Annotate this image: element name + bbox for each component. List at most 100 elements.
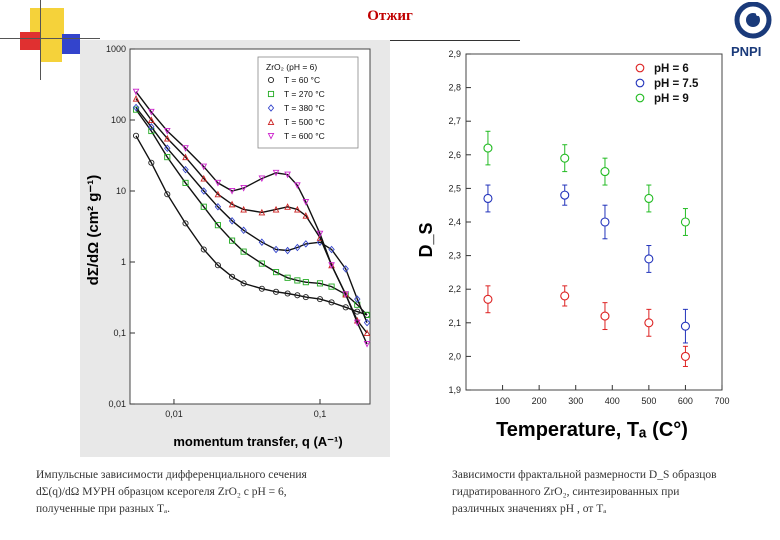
ds-y-tick-label: 2,7 (448, 116, 461, 126)
ds-x-tick-label: 500 (641, 396, 656, 406)
sans-legend-marker (267, 104, 275, 112)
sans-legend-marker (267, 132, 275, 140)
sans-series-1 (132, 106, 371, 318)
sans-data-point (148, 159, 155, 166)
ds-y-tick-label: 2,0 (448, 351, 461, 361)
sans-data-point (200, 174, 208, 182)
sans-y-axis-label: dΣ/dΩ (cm² g⁻¹) (85, 175, 102, 286)
ds-data-point (483, 294, 493, 304)
sans-data-point (302, 212, 310, 219)
sans-data-point (272, 205, 280, 213)
ds-legend-label: pH = 6 (654, 63, 689, 75)
sans-data-point (228, 200, 236, 208)
sans-data-point (302, 198, 310, 206)
ds-series-2 (483, 130, 690, 236)
sans-y-tick-label: 10 (116, 186, 126, 196)
sans-x-axis-label: momentum transfer, q (A⁻¹) (173, 434, 342, 449)
ds-series-0 (483, 285, 690, 367)
sans-data-point (182, 145, 189, 152)
sans-data-point (363, 329, 371, 337)
sans-legend-label: T = 600 °C (284, 131, 325, 141)
sans-data-point (229, 237, 236, 244)
caption-left-line-2: dΣ(q)/dΩ МУРН образцом ксерогеля ZrO₂ с … (36, 486, 287, 498)
ds-y-tick-label: 2,6 (448, 150, 461, 160)
sans-data-point (258, 238, 266, 247)
sans-legend-label: T = 60 °C (284, 75, 320, 85)
ds-data-point (644, 193, 654, 204)
sans-data-point (148, 108, 155, 116)
sans-data-point (342, 291, 350, 298)
sans-data-point (182, 165, 189, 174)
sans-data-point (200, 163, 208, 171)
ds-legend-label: pH = 7.5 (654, 78, 699, 90)
sans-data-point (316, 230, 324, 238)
sans-y-tick-label: 1 (121, 257, 126, 267)
sans-data-point (353, 319, 361, 327)
sans-data-point (258, 285, 265, 292)
ds-y-tick-label: 2,2 (448, 284, 461, 294)
sans-data-point (328, 245, 335, 254)
sans-legend-marker (267, 76, 275, 84)
sans-legend-label: T = 380 °C (284, 103, 325, 113)
deco-square-blue (62, 34, 80, 54)
sans-data-point (272, 288, 280, 295)
sans-y-tick-label: 0,1 (113, 328, 126, 338)
sans-data-point (214, 202, 222, 211)
sans-legend-marker (267, 90, 275, 98)
sans-data-point (214, 190, 222, 198)
ds-data-point (644, 254, 654, 264)
sans-fit-line (135, 107, 368, 323)
sans-data-point (302, 279, 309, 286)
sans-data-point (240, 248, 247, 255)
sans-data-point (328, 283, 335, 290)
sans-data-point (342, 265, 349, 273)
sans-data-point (284, 246, 291, 255)
sans-data-point (342, 304, 349, 311)
ds-y-tick-label: 1,9 (448, 385, 461, 395)
ds-plot-area (465, 53, 723, 391)
sans-legend-label: T = 500 °C (284, 117, 325, 127)
sans-data-point (272, 269, 280, 276)
sans-data-point (214, 179, 222, 187)
sans-data-point (294, 205, 301, 213)
sans-data-point (164, 191, 171, 198)
sans-data-point (228, 187, 236, 195)
ds-y-tick-label: 2,5 (448, 183, 461, 193)
sans-legend-label: T = 270 °C (284, 89, 325, 99)
ds-x-axis-label: Temperature, Tₐ (C°) (496, 419, 688, 441)
sans-y-tick-label: 1000 (106, 44, 126, 54)
ds-legend-label: pH = 9 (654, 93, 689, 105)
ds-data-point (600, 311, 610, 321)
ds-data-point (680, 321, 690, 331)
sans-data-point (200, 246, 207, 253)
sans-x-tick-label: 0,01 (165, 409, 183, 419)
sans-data-point (240, 185, 247, 192)
ds-data-point (600, 167, 610, 177)
sans-data-point (214, 222, 221, 229)
sans-data-point (363, 340, 371, 348)
sans-data-point (316, 296, 324, 303)
ds-y-tick-label: 2,9 (448, 49, 461, 59)
ds-x-tick-label: 200 (532, 396, 547, 406)
ds-legend-marker (635, 93, 645, 103)
ds-x-tick-label: 600 (678, 396, 693, 406)
ds-x-tick-label: 700 (714, 396, 729, 406)
sans-y-tick-label: 100 (111, 115, 126, 125)
ds-data-point (483, 193, 493, 204)
ds-x-tick-label: 300 (568, 396, 583, 406)
caption-left: Импульсные зависимости дифференциального… (36, 467, 406, 518)
sans-data-point (132, 106, 140, 113)
ds-x-tick-label: 100 (495, 396, 510, 406)
sans-series-0 (132, 132, 371, 318)
sans-data-point (229, 273, 236, 280)
caption-left-line-1: Импульсные зависимости дифференциального… (36, 469, 307, 481)
sans-data-point (240, 280, 247, 287)
sans-data-point (148, 123, 155, 131)
sans-data-point (328, 299, 335, 306)
sans-legend-title: ZrO₂ (pH = 6) (266, 62, 317, 72)
ds-y-tick-label: 2,1 (448, 318, 461, 328)
sans-data-point (316, 280, 324, 287)
caption-right: Зависимости фрактальной размерности D_S … (452, 467, 762, 518)
caption-right-line-3: различных значениях pH , от Tₐ (452, 503, 607, 515)
